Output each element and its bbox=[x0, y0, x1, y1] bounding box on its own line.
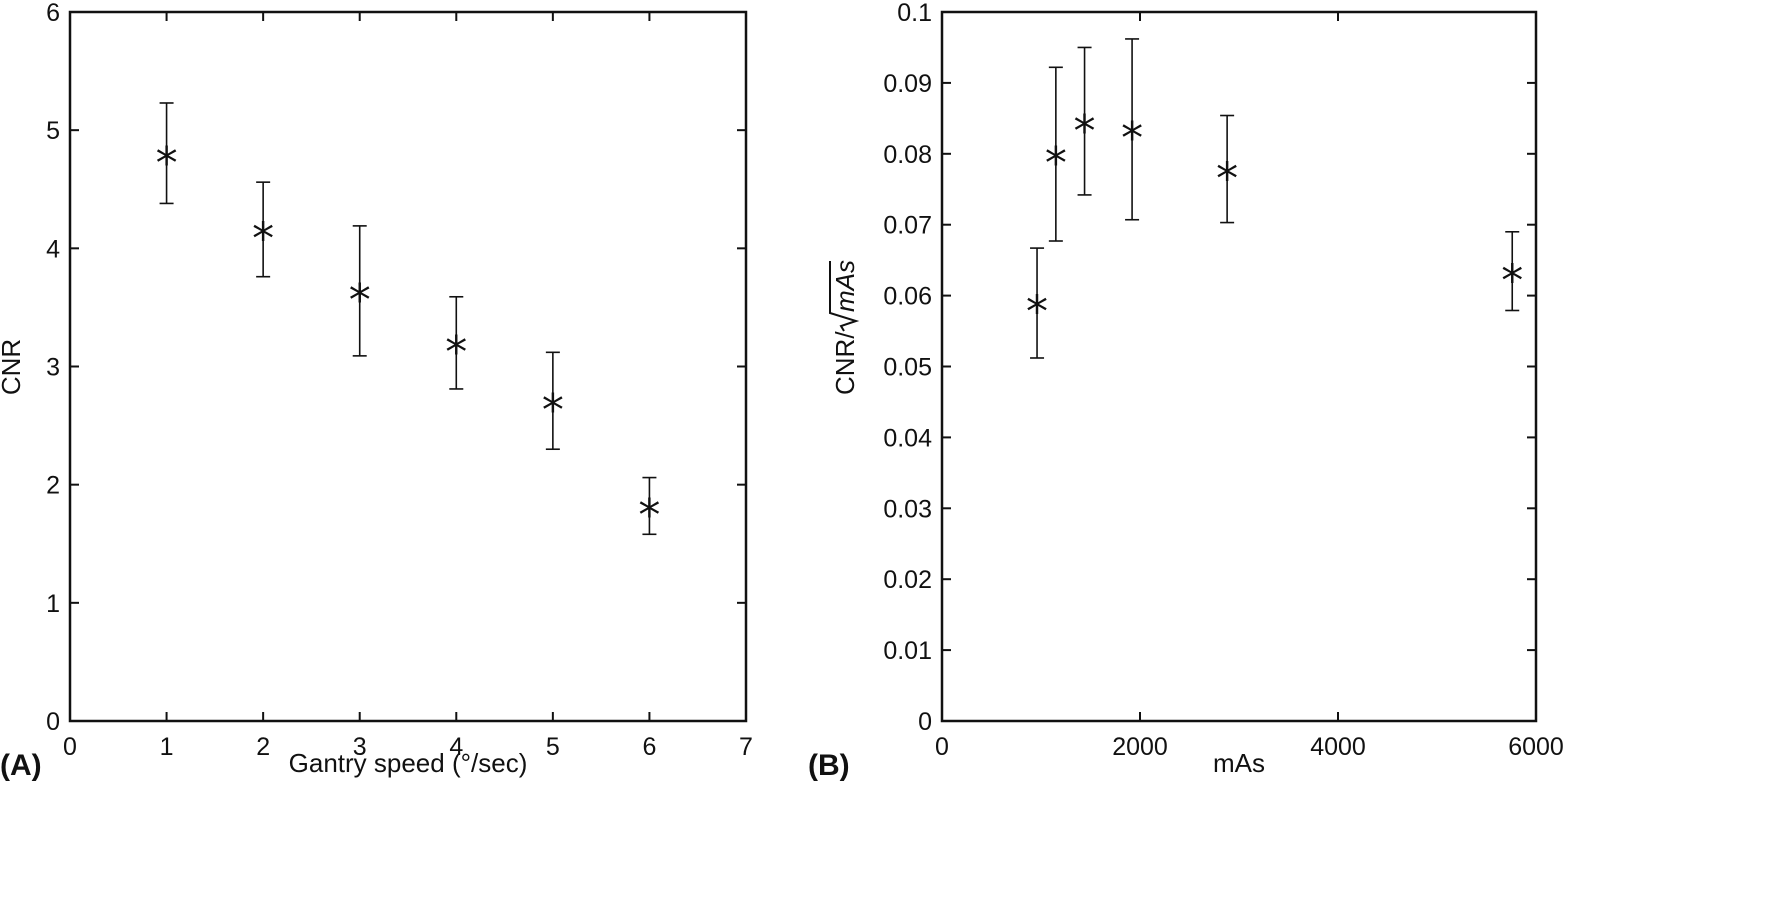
x-tick-label: 1 bbox=[160, 733, 174, 761]
y-tick-label: 0 bbox=[46, 708, 60, 736]
data-point: * bbox=[638, 476, 660, 541]
y-tick-label: 5 bbox=[46, 117, 60, 145]
asterisk-marker-icon: * bbox=[1026, 287, 1048, 338]
x-tick-label: 4 bbox=[449, 733, 463, 761]
y-tick-label: 2 bbox=[46, 472, 60, 500]
data-point: * bbox=[252, 181, 274, 278]
asterisk-marker-icon: * bbox=[1045, 138, 1067, 189]
y-tick-label: 0 bbox=[918, 708, 932, 736]
plot-frame-a bbox=[68, 10, 748, 723]
x-ticks-a: 0 1 2 3 4 5 6 7 bbox=[63, 12, 753, 761]
panel-label-a: (A) bbox=[0, 749, 42, 782]
asterisk-marker-icon: * bbox=[1074, 106, 1096, 157]
x-tick-label: 7 bbox=[739, 733, 753, 761]
data-point: * bbox=[1045, 66, 1067, 242]
x-tick-label: 4000 bbox=[1310, 733, 1366, 761]
panel-b: 0 2000 4000 6000 00.010.020.030.040.050.060… bbox=[808, 0, 1564, 782]
y-tick-label: 0.06 bbox=[883, 283, 932, 311]
y-axis-label-b-prefix: CNR/ bbox=[830, 331, 860, 395]
data-point: * bbox=[1074, 46, 1096, 196]
panel-label-b: (B) bbox=[808, 749, 850, 782]
x-tick-label: 3 bbox=[353, 733, 367, 761]
x-tick-label: 5 bbox=[546, 733, 560, 761]
sqrt-sign-icon bbox=[829, 261, 860, 332]
y-axis-label-a: CNR bbox=[0, 339, 26, 395]
data-point: * bbox=[445, 295, 467, 390]
x-tick-label: 2 bbox=[256, 733, 270, 761]
y-tick-label: 4 bbox=[46, 235, 60, 263]
y-tick-label: 0.08 bbox=[883, 141, 932, 169]
data-point: * bbox=[542, 351, 564, 451]
points-a: * * * * * * bbox=[156, 102, 660, 541]
data-point: * bbox=[1026, 247, 1048, 359]
asterisk-marker-icon: * bbox=[1216, 153, 1238, 204]
x-tick-label: 0 bbox=[935, 733, 949, 761]
data-point: * bbox=[349, 225, 371, 357]
x-tick-label: 6 bbox=[642, 733, 656, 761]
asterisk-marker-icon: * bbox=[638, 490, 660, 541]
data-point: * bbox=[1501, 230, 1523, 312]
asterisk-marker-icon: * bbox=[1121, 113, 1143, 164]
y-tick-label: 0.04 bbox=[883, 424, 932, 452]
y-tick-label: 0.03 bbox=[883, 495, 932, 523]
y-tick-label: 1 bbox=[46, 590, 60, 618]
y-tick-label: 0.02 bbox=[883, 566, 932, 594]
y-ticks-b: 0 0.01 0.02 0.03 0.04 0.05 0.06 0.07 0.08 0.09 0.1 bbox=[883, 0, 1536, 736]
panel-a: 0 1 2 3 4 5 6 7 0 1 2 3 4 5 6 * * * * * * Gantry speed (°/… bbox=[0, 0, 753, 782]
data-point: * bbox=[1121, 38, 1143, 221]
asterisk-marker-icon: * bbox=[542, 385, 564, 436]
plot-frame-b bbox=[940, 10, 1538, 723]
x-axis-label-a: Gantry speed (°/sec) bbox=[289, 748, 528, 778]
asterisk-marker-icon: * bbox=[252, 213, 274, 264]
x-axis-label-b: mAs bbox=[1213, 748, 1265, 778]
points-b: *** *** bbox=[1026, 38, 1523, 359]
asterisk-marker-icon: * bbox=[445, 327, 467, 378]
y-tick-label: 0.01 bbox=[883, 637, 932, 665]
y-tick-label: 0.1 bbox=[897, 0, 932, 27]
data-point: * bbox=[1216, 114, 1238, 224]
x-ticks-b: 0 2000 4000 6000 bbox=[935, 12, 1564, 761]
asterisk-marker-icon: * bbox=[349, 275, 371, 326]
x-tick-label: 6000 bbox=[1508, 733, 1564, 761]
data-point: * bbox=[156, 102, 178, 205]
y-ticks-a: 0 1 2 3 4 5 6 bbox=[46, 0, 746, 736]
x-tick-label: 0 bbox=[63, 733, 77, 761]
y-tick-label: 0.09 bbox=[883, 70, 932, 98]
y-tick-label: 0.07 bbox=[883, 212, 932, 240]
y-tick-label: 0.05 bbox=[883, 354, 932, 382]
y-tick-label: 3 bbox=[46, 354, 60, 382]
y-axis-label-b: CNR/ mAs bbox=[829, 260, 860, 395]
y-tick-label: 6 bbox=[46, 0, 60, 27]
asterisk-marker-icon: * bbox=[1501, 255, 1523, 306]
asterisk-marker-icon: * bbox=[156, 138, 178, 189]
y-axis-label-b-sqrt: mAs bbox=[830, 260, 860, 312]
x-tick-label: 2000 bbox=[1112, 733, 1168, 761]
